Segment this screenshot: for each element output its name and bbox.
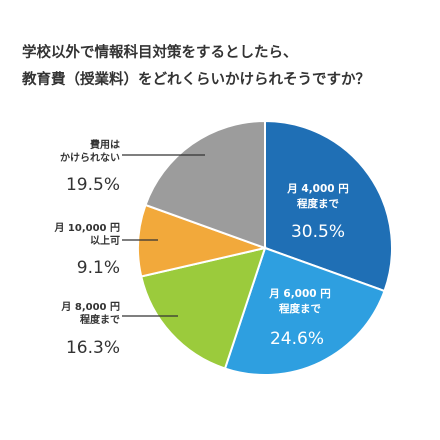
slice-label-4-line-0: 費用は [90,138,120,151]
pie-slice-2 [140,246,267,370]
slice-value-label-1: 24.6% [270,329,324,349]
slice-label-3-line-1: 以上可 [90,234,120,247]
pie-slices [137,119,393,376]
chart-title-line-1: 学校以外で情報科目対策をするとしたら、 [22,43,298,61]
slice-value-label-3: 9.1% [77,258,120,278]
slice-label-0-line-0: 月 4,000 円 [286,183,349,195]
slice-label-1-line-0: 月 6,000 円 [268,288,331,300]
slice-label-0-line-1: 程度まで [297,197,339,210]
slice-label-2-line-1: 程度まで [80,313,120,326]
pie-slice-4 [144,119,266,250]
chart-title-line-2: 教育費（授業料）をどれくらいかけられそうですか？ [21,70,370,88]
slice-value-label-0: 30.5% [291,222,345,242]
slice-label-2-line-0: 月 8,000 円 [60,301,120,313]
slice-label-1-line-1: 程度まで [279,302,321,315]
slice-label-4-line-1: かけられない [60,152,120,164]
slice-value-label-2: 16.3% [66,338,120,358]
pie-slice-0 [264,119,393,293]
slice-label-3-line-0: 月 10,000 円 [53,222,120,234]
pie-slice-1 [223,246,386,376]
slice-value-label-4: 19.5% [66,175,120,195]
